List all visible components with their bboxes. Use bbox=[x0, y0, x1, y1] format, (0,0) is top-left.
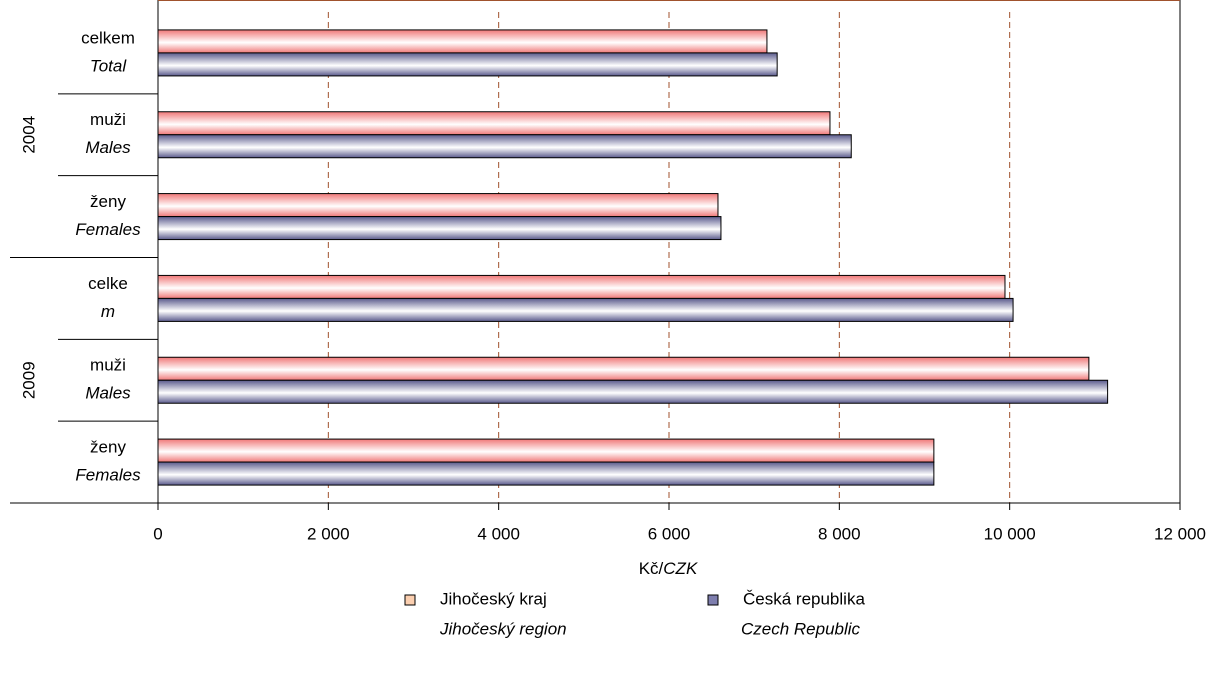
bar bbox=[157, 461, 935, 486]
bar bbox=[157, 111, 831, 136]
x-axis-label-part: Kč/ bbox=[639, 559, 664, 578]
x-axis-label: Kč/CZK bbox=[639, 559, 698, 578]
x-tick-label: 10 000 bbox=[984, 524, 1036, 543]
y-tick-label: Males bbox=[85, 384, 131, 403]
x-tick-label: 2 000 bbox=[307, 524, 350, 543]
y-tick-label: celkem bbox=[81, 28, 135, 47]
x-tick-label: 6 000 bbox=[648, 524, 691, 543]
x-tick-label: 0 bbox=[153, 524, 162, 543]
y-tick-label: Females bbox=[75, 220, 141, 239]
x-tick-label: 8 000 bbox=[818, 524, 861, 543]
y-tick-label: m bbox=[101, 302, 115, 321]
y-tick-label: celke bbox=[88, 274, 128, 293]
bar bbox=[157, 193, 719, 218]
bar bbox=[157, 134, 852, 159]
legend-label: Česká republika bbox=[743, 589, 865, 608]
bar bbox=[157, 29, 768, 54]
legend-marker bbox=[404, 594, 416, 606]
group-label: 2009 bbox=[19, 361, 38, 399]
y-tick-label: muži bbox=[90, 356, 126, 375]
legend-label: Jihočeský region bbox=[439, 619, 567, 638]
bar bbox=[157, 438, 935, 463]
bar bbox=[157, 52, 778, 77]
bar bbox=[157, 216, 722, 241]
x-tick-label: 4 000 bbox=[477, 524, 520, 543]
y-tick-label: muži bbox=[90, 110, 126, 129]
y-tick-label: Males bbox=[85, 138, 131, 157]
x-axis-label-part: CZK bbox=[663, 559, 698, 578]
y-tick-label: Females bbox=[75, 466, 141, 485]
bar bbox=[157, 297, 1014, 322]
group-label: 2004 bbox=[19, 116, 38, 154]
bar bbox=[157, 274, 1006, 299]
legend-label: Czech Republic bbox=[741, 619, 861, 638]
legend-marker bbox=[707, 594, 719, 606]
bar bbox=[157, 379, 1109, 404]
bar bbox=[157, 356, 1090, 381]
y-tick-label: ženy bbox=[90, 438, 126, 457]
y-tick-label: ženy bbox=[90, 192, 126, 211]
legend-label: Jihočeský kraj bbox=[440, 589, 547, 608]
y-tick-label: Total bbox=[90, 56, 127, 75]
x-tick-label: 12 000 bbox=[1154, 524, 1206, 543]
